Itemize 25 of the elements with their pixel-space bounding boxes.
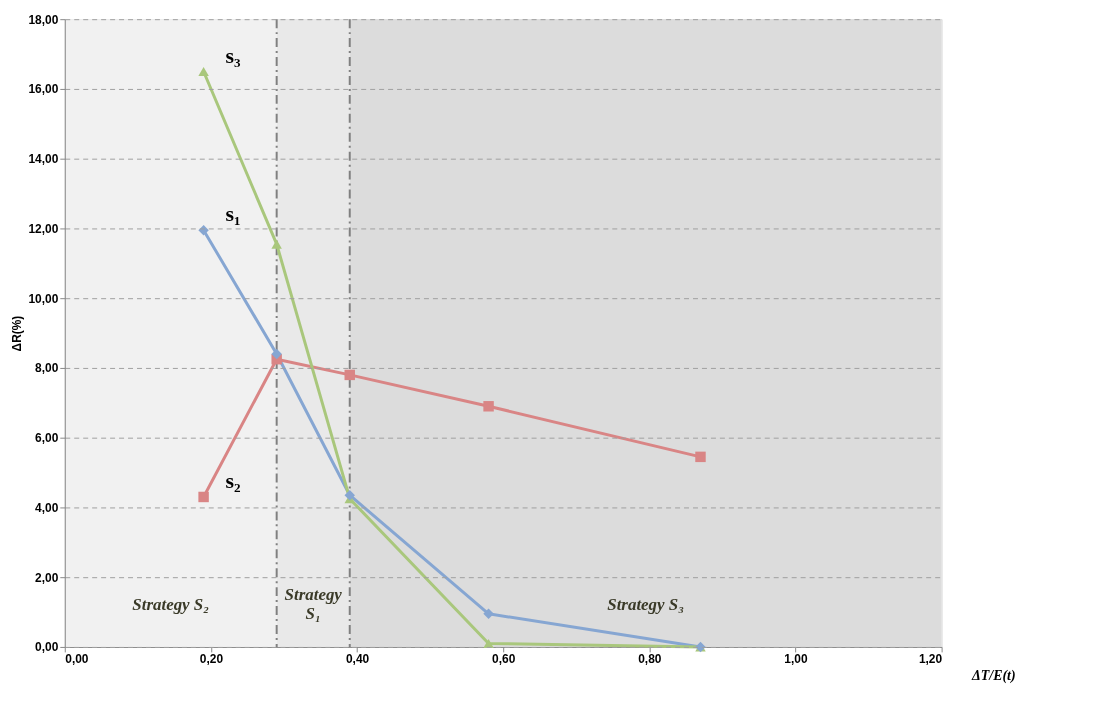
y-tick-label: 8,00: [35, 361, 59, 376]
x-axis-title: ΔT/E(t): [971, 668, 1016, 685]
y-tick-label: 12,00: [28, 221, 59, 236]
x-tick-label: 1,20: [918, 652, 943, 667]
x-tick-label: 0,60: [492, 652, 516, 667]
y-tick-label: 10,00: [28, 291, 59, 306]
band-label: Strategy S₃: [607, 595, 685, 615]
band-label: Strategy S₂: [132, 595, 210, 615]
series-label: s₃: [225, 42, 242, 68]
x-tick-label: 0,00: [65, 652, 89, 667]
band-label: Strategy S₁: [284, 585, 343, 624]
y-tick-label: 14,00: [28, 152, 59, 167]
x-tick-label: 0,80: [638, 652, 662, 667]
series-label: s₂: [225, 467, 242, 493]
x-tick-label: 0,20: [199, 652, 224, 667]
y-tick-label: 16,00: [28, 82, 59, 97]
y-tick-label: 6,00: [35, 431, 59, 446]
y-tick-label: 18,00: [28, 12, 59, 27]
x-tick-label: 0,40: [345, 652, 370, 667]
y-tick-label: 0,00: [35, 640, 59, 655]
x-tick-label: 1,00: [784, 652, 808, 667]
y-tick-label: 2,00: [35, 570, 59, 585]
y-axis-title: ΔR(%): [10, 315, 25, 352]
y-tick-label: 4,00: [35, 500, 59, 515]
series-label: s₁: [225, 201, 241, 227]
